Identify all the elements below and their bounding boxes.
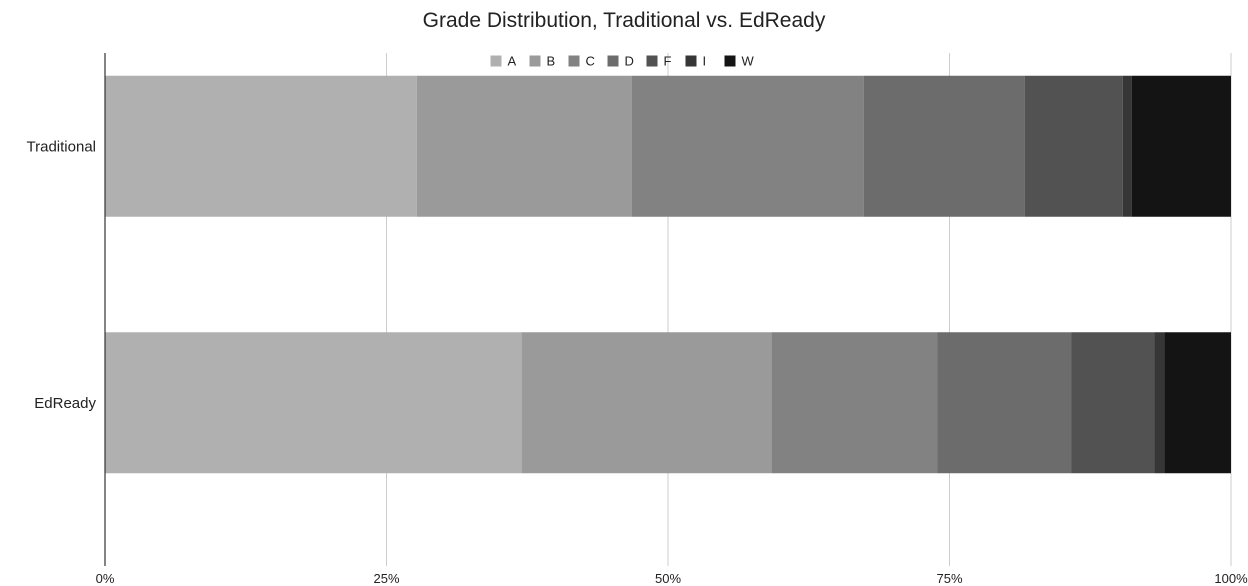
legend-item-c: C <box>568 54 595 69</box>
bar-segment-c-edready <box>771 332 938 474</box>
legend-swatch <box>568 55 580 67</box>
category-label: Traditional <box>27 138 96 155</box>
legend-swatch <box>724 55 736 67</box>
bar-segment-c-traditional <box>631 75 864 217</box>
chart-title: Grade Distribution, Traditional vs. EdRe… <box>423 9 826 32</box>
legend-label: C <box>586 54 595 69</box>
legend-item-i: I <box>685 54 707 69</box>
bar-segment-f-edready <box>1071 332 1155 474</box>
bars <box>105 75 1231 474</box>
x-tick-label: 75% <box>936 571 962 586</box>
bar-segment-b-edready <box>521 332 772 474</box>
bar-segment-i-traditional <box>1122 75 1132 217</box>
legend-label: I <box>703 54 707 69</box>
legend-item-f: F <box>646 54 672 69</box>
bar-segment-f-traditional <box>1024 75 1123 217</box>
x-axis-tick-labels: 0% 25% 50% 75% 100% <box>96 571 1248 586</box>
bar-segment-a-edready <box>105 332 522 474</box>
legend-swatch <box>685 55 697 67</box>
bar-segment-w-edready <box>1164 332 1231 474</box>
bar-segment-a-traditional <box>105 75 417 217</box>
bar-segment-w-traditional <box>1131 75 1231 217</box>
category-label: EdReady <box>34 395 96 412</box>
bar-segment-d-traditional <box>863 75 1025 217</box>
legend-swatch <box>646 55 658 67</box>
legend-swatch <box>529 55 541 67</box>
legend-item-d: D <box>607 54 634 69</box>
legend-label: B <box>547 54 556 69</box>
legend-label: W <box>742 54 755 69</box>
legend-swatch <box>607 55 619 67</box>
bar-segment-d-edready <box>937 332 1072 474</box>
legend-swatch <box>490 55 502 67</box>
bar-segment-i-edready <box>1154 332 1165 474</box>
legend-item-b: B <box>529 54 556 69</box>
legend-item-w: W <box>724 54 755 69</box>
x-tick-label: 0% <box>96 571 115 586</box>
category-labels: Traditional EdReady <box>27 138 97 412</box>
bar-segment-b-traditional <box>416 75 632 217</box>
legend-label: A <box>508 54 517 69</box>
legend-label: D <box>625 54 634 69</box>
x-tick-label: 100% <box>1214 571 1248 586</box>
legend-item-a: A <box>490 54 517 69</box>
x-tick-label: 50% <box>655 571 681 586</box>
legend-label: F <box>664 54 672 69</box>
x-tick-label: 25% <box>373 571 399 586</box>
